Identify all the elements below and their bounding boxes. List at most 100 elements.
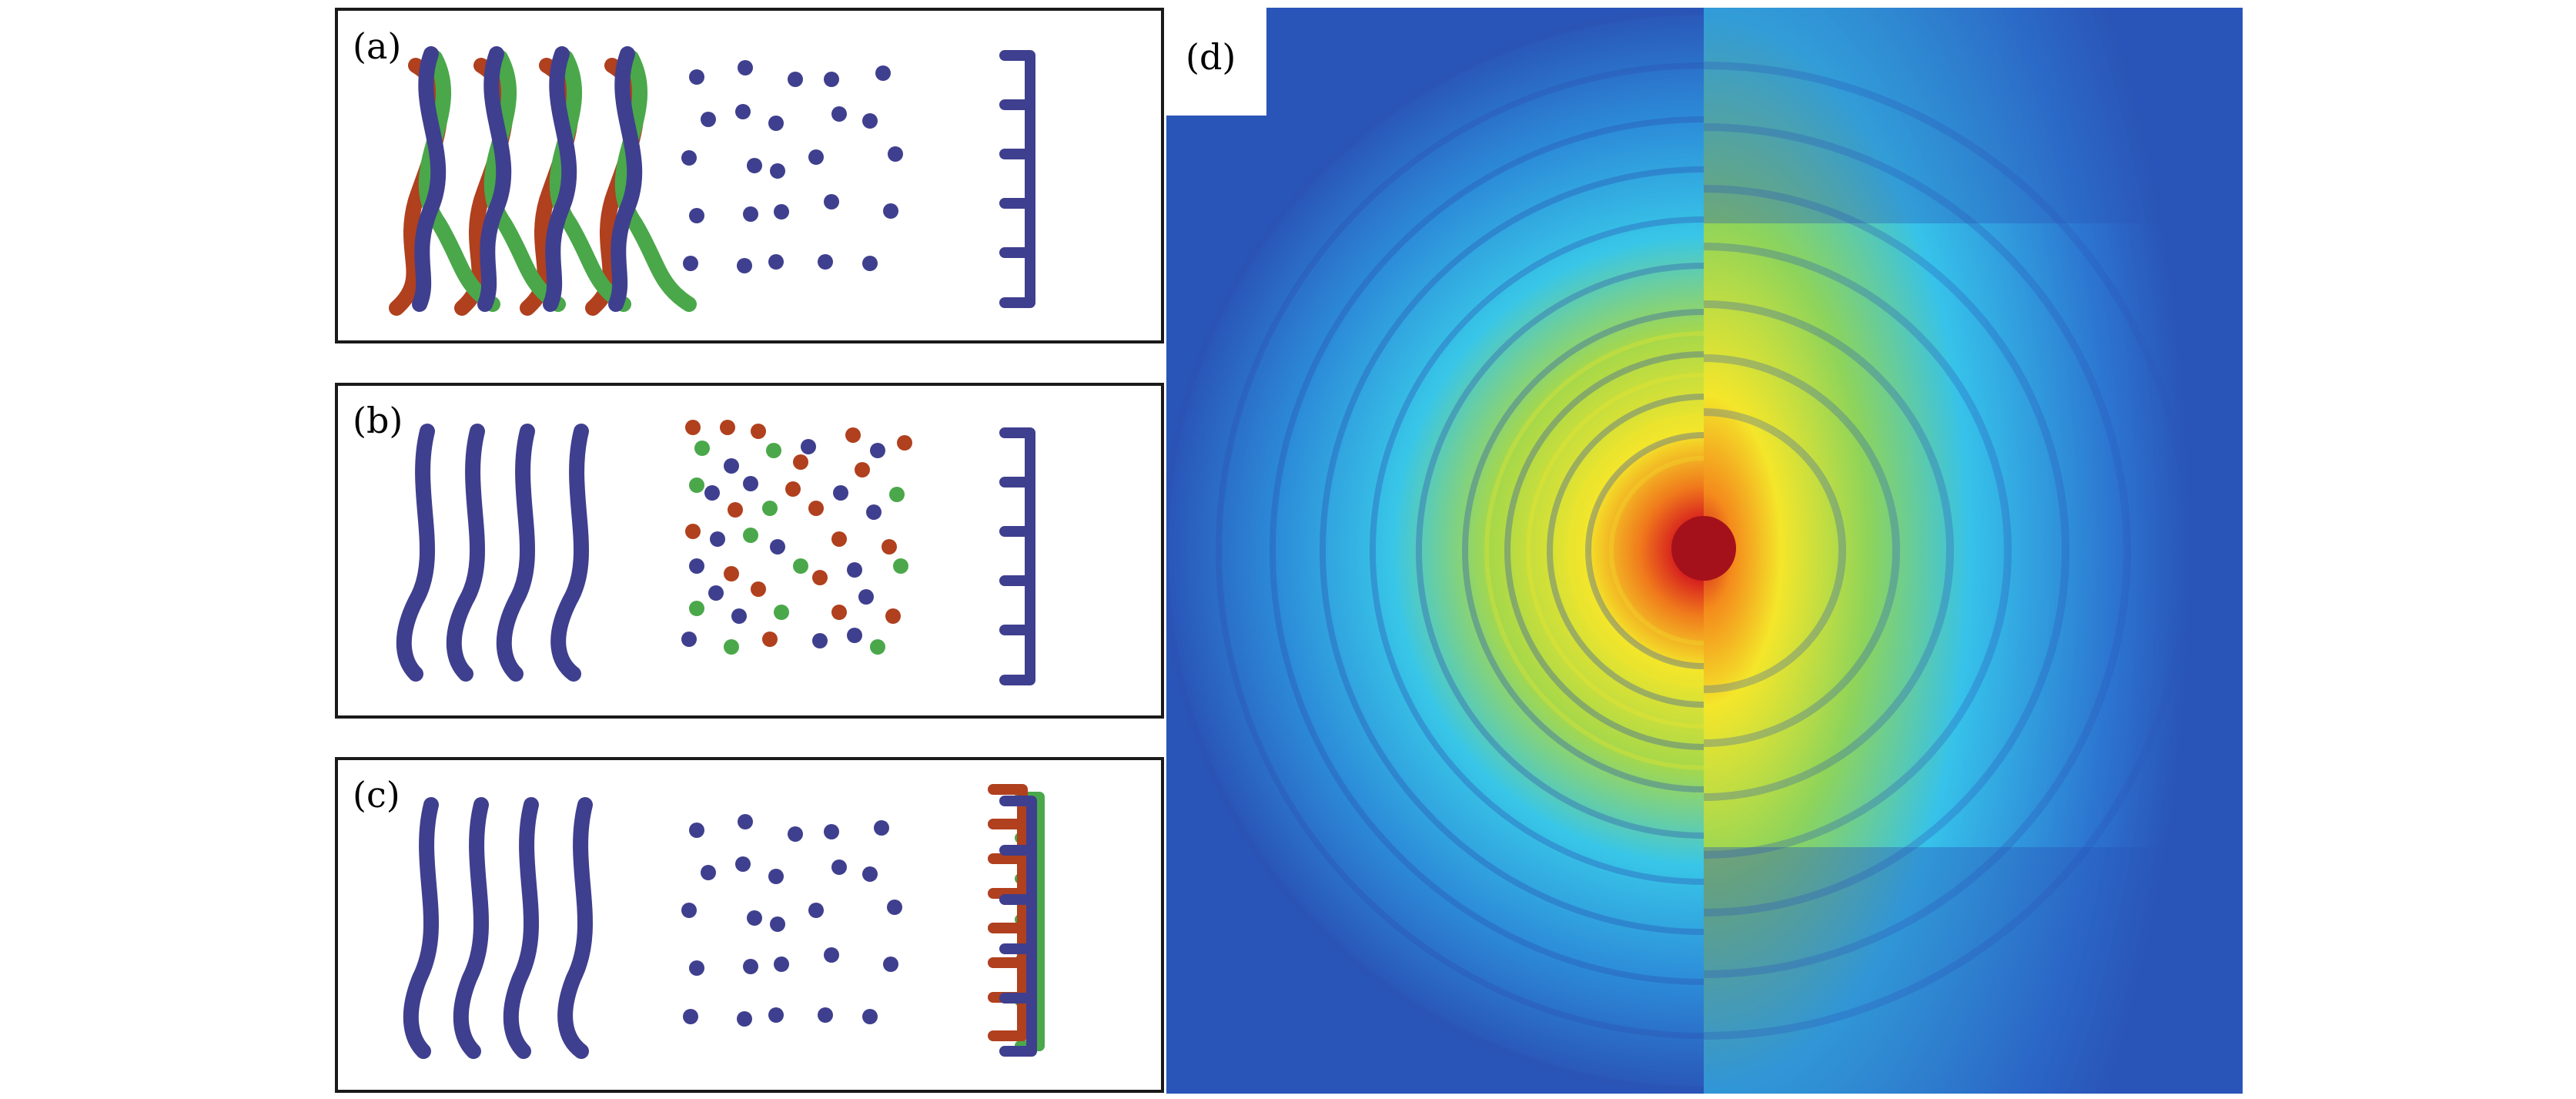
scatterer <box>875 65 891 81</box>
scatterer <box>818 1007 833 1023</box>
scatterer <box>808 903 824 918</box>
scatterer <box>774 605 789 620</box>
panel-b-waves <box>396 424 589 682</box>
scatterer <box>824 72 839 87</box>
scatterer <box>824 947 839 963</box>
blue-wave <box>550 424 589 682</box>
scatterer <box>883 203 898 219</box>
scatterer <box>681 150 697 166</box>
scatterer <box>708 585 724 601</box>
scatterer <box>831 531 847 547</box>
blue-wave <box>557 797 593 1059</box>
scatterer <box>818 254 833 270</box>
scatterer <box>689 208 704 223</box>
blue-wave <box>496 424 535 682</box>
scatterer <box>858 589 874 605</box>
scatterer <box>731 608 747 624</box>
blue-wave <box>503 797 539 1059</box>
blue-wave <box>477 46 512 312</box>
scatterer <box>689 69 704 85</box>
blue-wave <box>543 46 577 312</box>
scatterer <box>751 424 766 439</box>
scatterer <box>766 443 781 458</box>
scatterer <box>720 420 735 435</box>
grating <box>999 50 1035 308</box>
scatterer <box>689 823 704 838</box>
blue-wave <box>453 797 489 1059</box>
scatterer <box>788 72 803 87</box>
panel-d-label: (d) <box>1186 36 1236 78</box>
scatterer <box>831 605 847 620</box>
scatterer <box>870 443 885 458</box>
scatterer <box>735 104 751 119</box>
scatterer <box>808 149 824 165</box>
panel-c-label: (c) <box>353 774 400 816</box>
scatterer <box>883 957 898 972</box>
scatterer <box>785 481 801 497</box>
scatterer <box>685 524 701 539</box>
scatterer <box>694 441 710 456</box>
scatterer <box>743 476 758 491</box>
scatterer <box>870 639 885 655</box>
scatterer <box>737 258 752 273</box>
panel-b-label: (b) <box>353 400 403 441</box>
panel-b-grating <box>999 427 1035 685</box>
scatterer <box>887 900 902 915</box>
panel-d-label-box <box>1166 8 1266 116</box>
blue-wave <box>403 797 439 1059</box>
scatterer <box>774 204 789 219</box>
grating <box>999 427 1035 685</box>
scatterer <box>831 859 847 875</box>
scatterer <box>735 856 751 872</box>
scatterer <box>701 112 716 127</box>
panel-c-gratings <box>988 784 1045 1057</box>
scatterer <box>701 865 716 880</box>
scatterer <box>824 824 839 839</box>
scatterer <box>774 957 789 972</box>
scatterer <box>824 194 839 209</box>
blue-wave <box>608 46 643 312</box>
scatterer <box>862 113 878 129</box>
blue-wave <box>412 46 447 312</box>
blue-wave-group <box>412 46 643 312</box>
scatterer <box>874 820 889 836</box>
scatterer <box>847 628 862 643</box>
scatterer <box>768 869 784 884</box>
scatterer <box>862 866 878 882</box>
scatterer <box>743 528 758 543</box>
speckle-left-half <box>1166 8 1704 1094</box>
panel-c: (c) <box>335 757 1164 1093</box>
scatterer <box>770 539 785 555</box>
scatterer <box>681 632 697 647</box>
scatterer <box>897 435 912 451</box>
scatterer <box>681 903 697 918</box>
scatterer <box>889 487 905 502</box>
scatterer <box>738 60 753 75</box>
scatterer <box>866 504 882 520</box>
scatterer <box>689 558 704 574</box>
scatterer <box>724 458 739 474</box>
scatterer <box>770 163 785 179</box>
scatterer <box>831 106 847 122</box>
speckle-right-half <box>1704 8 2243 1094</box>
blue-wave <box>446 424 485 682</box>
scatterer <box>882 539 897 555</box>
scatterer <box>812 570 828 585</box>
scatterer <box>747 158 762 173</box>
panel-c-waves <box>403 797 593 1059</box>
scatterer <box>770 916 785 932</box>
panel-a: (a) <box>335 8 1164 343</box>
scatterer <box>793 454 808 470</box>
scatterer <box>689 477 704 493</box>
scatterer <box>738 814 753 829</box>
scatterer <box>737 1011 752 1027</box>
scatterer <box>833 485 848 501</box>
scatterer <box>704 485 720 501</box>
panel-a-scatterers <box>681 60 903 273</box>
scatterer <box>893 558 908 574</box>
scatterer <box>788 826 803 842</box>
panel-a-grating <box>999 50 1035 308</box>
scatterer <box>762 632 778 647</box>
scatterer <box>793 558 808 574</box>
scatterer <box>808 501 824 516</box>
